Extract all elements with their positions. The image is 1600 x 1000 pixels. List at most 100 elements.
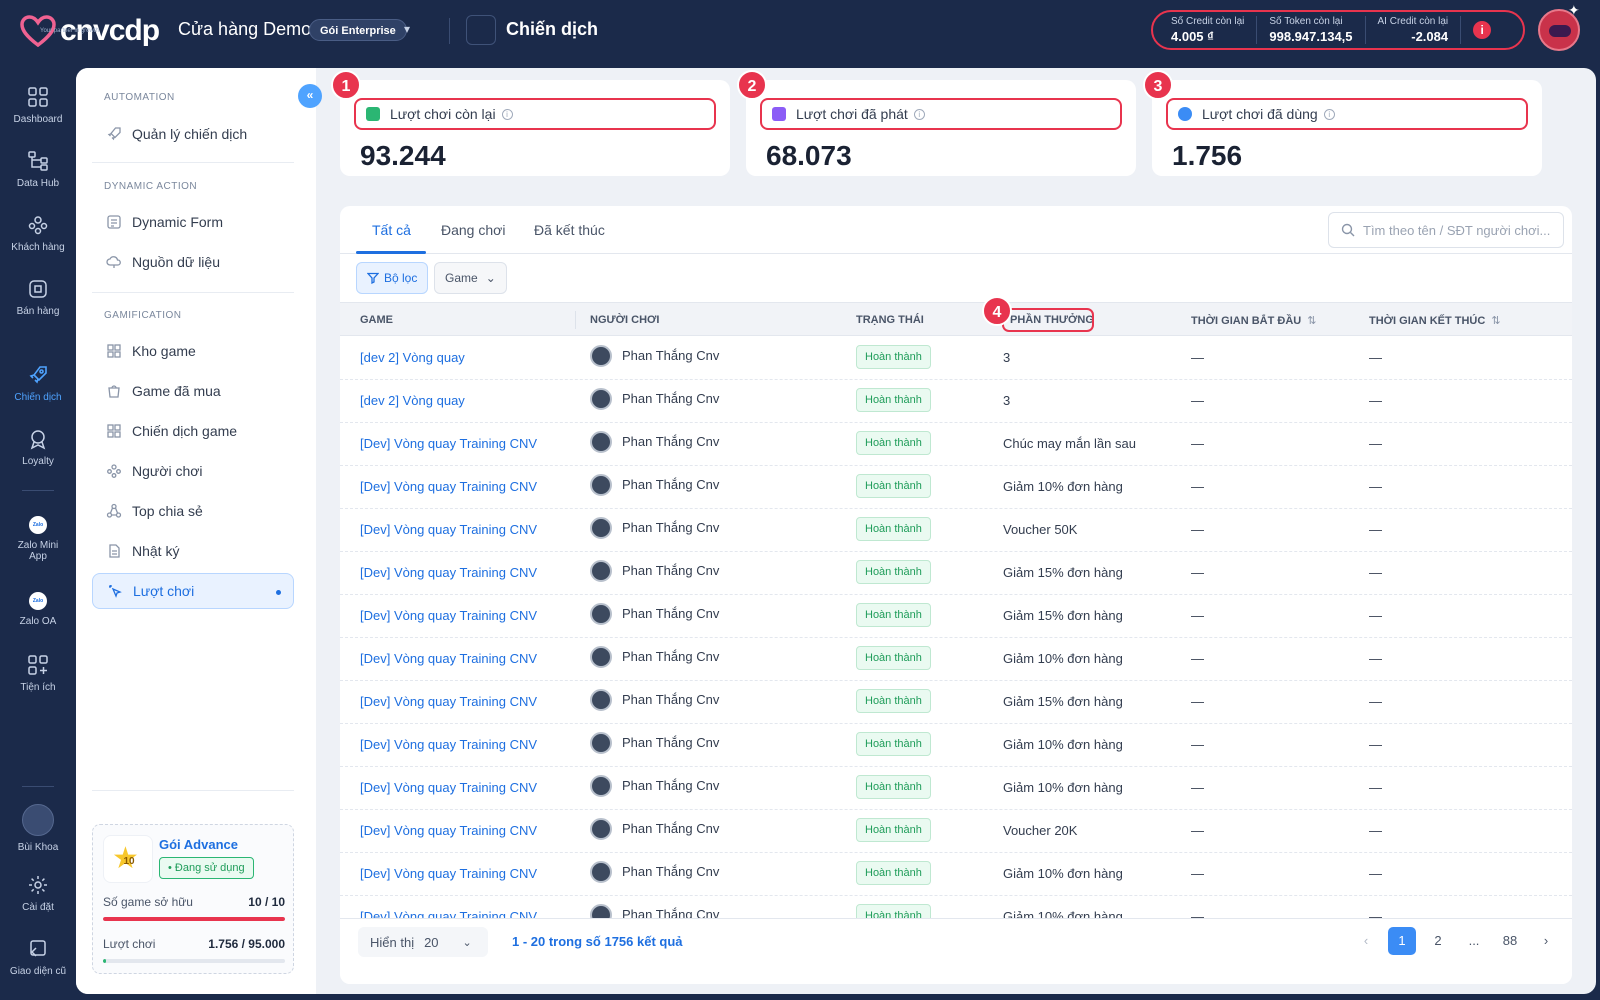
rail-item-customers[interactable]: Khách hàng — [0, 214, 76, 253]
grid-icon — [107, 424, 121, 438]
sort-icon[interactable]: ⇅ — [1491, 315, 1501, 327]
table-row[interactable]: [Dev] Vòng quay Training CNV Phan Thắng C… — [340, 895, 1572, 918]
menu-item-players[interactable]: Người chơi — [92, 453, 294, 489]
game-filter-dropdown[interactable]: Game ⌄ — [434, 262, 507, 294]
game-link[interactable]: [Dev] Vòng quay Training CNV — [360, 694, 538, 709]
page-button-2[interactable]: 2 — [1434, 933, 1442, 948]
chevron-down-icon[interactable]: ▾ — [404, 22, 411, 36]
column-divider — [575, 311, 576, 329]
filter-button[interactable]: Bộ lọc — [356, 262, 429, 294]
game-link[interactable]: [Dev] Vòng quay Training CNV — [360, 909, 538, 918]
prev-page-button[interactable]: ‹ — [1363, 933, 1369, 948]
table-row[interactable]: [Dev] Vòng quay Training CNV Phan Thắng C… — [340, 594, 1572, 638]
header-divider — [449, 18, 450, 44]
menu-item-campaign-management[interactable]: Quản lý chiến dịch — [92, 116, 294, 152]
column-header-end-time[interactable]: THỜI GIAN KẾT THÚC ⇅ — [1369, 314, 1501, 327]
collapse-sidebar-button[interactable]: « — [298, 84, 322, 108]
menu-item-game-store[interactable]: Kho game — [92, 333, 294, 369]
table-row[interactable]: [Dev] Vòng quay Training CNV Phan Thắng C… — [340, 465, 1572, 509]
plan-star-number: 10 — [123, 856, 135, 867]
game-link[interactable]: [dev 2] Vòng quay — [360, 350, 465, 365]
rail-item-campaigns[interactable]: Chiến dịch — [0, 364, 76, 403]
page-size-select[interactable]: Hiển thị 20 ⌄ — [358, 927, 488, 957]
status-badge: Hoàn thành — [856, 603, 931, 627]
pointer-click-icon — [109, 585, 122, 598]
ai-credit-balance: AI Credit còn lại -2.084 — [1378, 16, 1462, 44]
rail-item-sales[interactable]: Bán hàng — [0, 278, 76, 317]
page-size-label: Hiển thị — [370, 934, 415, 950]
rail-item-dashboard[interactable]: Dashboard — [0, 86, 76, 125]
info-icon[interactable]: i — [1473, 21, 1492, 39]
stat-value: 93.244 — [360, 140, 446, 171]
ai-assistant-avatar-icon[interactable] — [1538, 9, 1580, 51]
column-header-start-time[interactable]: THỜI GIAN BẮT ĐẦU ⇅ — [1191, 314, 1316, 327]
rail-item-loyalty[interactable]: Loyalty — [0, 428, 76, 467]
tab-all[interactable]: Tất cả — [372, 222, 411, 238]
rail-item-zalo-mini-app[interactable]: Zalo Zalo Mini App — [0, 516, 76, 562]
store-name[interactable]: Cửa hàng Demo — [178, 19, 312, 39]
menu-item-game-campaigns[interactable]: Chiến dịch game — [92, 413, 294, 449]
page-button-88[interactable]: 88 — [1502, 933, 1518, 948]
table-row[interactable]: [Dev] Vòng quay Training CNV Phan Thắng C… — [340, 723, 1572, 767]
start-time-value: — — [1191, 823, 1204, 838]
game-link[interactable]: [Dev] Vòng quay Training CNV — [360, 823, 538, 838]
game-link[interactable]: [Dev] Vòng quay Training CNV — [360, 565, 538, 580]
table-row[interactable]: [Dev] Vòng quay Training CNV Phan Thắng C… — [340, 680, 1572, 724]
game-link[interactable]: [Dev] Vòng quay Training CNV — [360, 479, 538, 494]
tab-finished[interactable]: Đã kết thúc — [534, 222, 605, 238]
menu-item-top-shares[interactable]: Top chia sẻ — [92, 493, 294, 529]
table-row[interactable]: [dev 2] Vòng quay Phan Thắng Cnv Hoàn thàn… — [340, 336, 1572, 380]
next-page-button[interactable]: › — [1543, 933, 1549, 948]
plays-row: Lượt chơi 1.756 / 95.000 — [103, 937, 285, 951]
info-icon[interactable]: i — [913, 108, 925, 120]
game-link[interactable]: [dev 2] Vòng quay — [360, 393, 465, 408]
search-placeholder: Tìm theo tên / SĐT người chơi... — [1363, 222, 1551, 238]
player-name: Phan Thắng Cnv — [622, 649, 720, 664]
game-link[interactable]: [Dev] Vòng quay Training CNV — [360, 866, 538, 881]
game-link[interactable]: [Dev] Vòng quay Training CNV — [360, 737, 538, 752]
rail-label: Tiện ích — [20, 682, 56, 693]
menu-item-purchased-games[interactable]: Game đã mua — [92, 373, 294, 409]
rail-item-user-profile[interactable]: Bùi Khoa — [0, 804, 76, 853]
table-row[interactable]: [Dev] Vòng quay Training CNV Phan Thắng C… — [340, 809, 1572, 853]
games-owned-progress — [103, 917, 285, 921]
brand-logo[interactable]: cnvcdp — [20, 14, 160, 48]
player-name: Phan Thắng Cnv — [622, 735, 720, 750]
sort-icon[interactable]: ⇅ — [1307, 315, 1317, 327]
plan-name[interactable]: Gói Advance — [159, 837, 238, 852]
reward-value: Giảm 15% đơn hàng — [1003, 694, 1123, 709]
menu-divider — [92, 790, 294, 791]
game-link[interactable]: [Dev] Vòng quay Training CNV — [360, 522, 538, 537]
table-row[interactable]: [dev 2] Vòng quay Phan Thắng Cnv Hoàn thàn… — [340, 379, 1572, 423]
menu-item-activity-log[interactable]: Nhật ký — [92, 533, 294, 569]
rail-item-data-hub[interactable]: Data Hub — [0, 150, 76, 189]
rail-item-utilities[interactable]: Tiện ích — [0, 654, 76, 693]
game-link[interactable]: [Dev] Vòng quay Training CNV — [360, 651, 538, 666]
rail-item-old-interface[interactable]: Giao diện cũ — [0, 938, 76, 977]
rail-item-settings[interactable]: Cài đặt — [0, 874, 76, 913]
table-row[interactable]: [Dev] Vòng quay Training CNV Phan Thắng C… — [340, 637, 1572, 681]
menu-item-dynamic-form[interactable]: Dynamic Form — [92, 204, 294, 240]
table-row[interactable]: [Dev] Vòng quay Training CNV Phan Thắng C… — [340, 422, 1572, 466]
player-avatar — [590, 388, 612, 410]
table-row[interactable]: [Dev] Vòng quay Training CNV Phan Thắng C… — [340, 852, 1572, 896]
menu-item-plays[interactable]: Lượt chơi — [92, 573, 294, 609]
menu-label: Nguồn dữ liệu — [132, 254, 220, 270]
game-link[interactable]: [Dev] Vòng quay Training CNV — [360, 436, 538, 451]
rocket-icon — [107, 127, 121, 141]
top-bar: cnvcdp Your partner in growth Cửa hàng D… — [0, 0, 1600, 62]
game-link[interactable]: [Dev] Vòng quay Training CNV — [360, 780, 538, 795]
info-icon[interactable]: i — [501, 108, 513, 120]
game-link[interactable]: [Dev] Vòng quay Training CNV — [360, 608, 538, 623]
tab-playing[interactable]: Đang chơi — [441, 222, 506, 238]
enterprise-plan-badge[interactable]: Gói Enterprise — [309, 19, 407, 41]
table-row[interactable]: [Dev] Vòng quay Training CNV Phan Thắng C… — [340, 508, 1572, 552]
menu-item-data-sources[interactable]: Nguồn dữ liệu — [92, 244, 294, 280]
page-button-1[interactable]: 1 — [1388, 927, 1416, 955]
rail-item-zalo-oa[interactable]: Zalo Zalo OA — [0, 592, 76, 627]
table-row[interactable]: [Dev] Vòng quay Training CNV Phan Thắng C… — [340, 551, 1572, 595]
table-row[interactable]: [Dev] Vòng quay Training CNV Phan Thắng C… — [340, 766, 1572, 810]
search-input[interactable]: Tìm theo tên / SĐT người chơi... — [1328, 212, 1564, 248]
credit-summary[interactable]: Số Credit còn lại 4.005 ₫ Số Token còn l… — [1151, 10, 1525, 50]
info-icon[interactable]: i — [1323, 108, 1335, 120]
